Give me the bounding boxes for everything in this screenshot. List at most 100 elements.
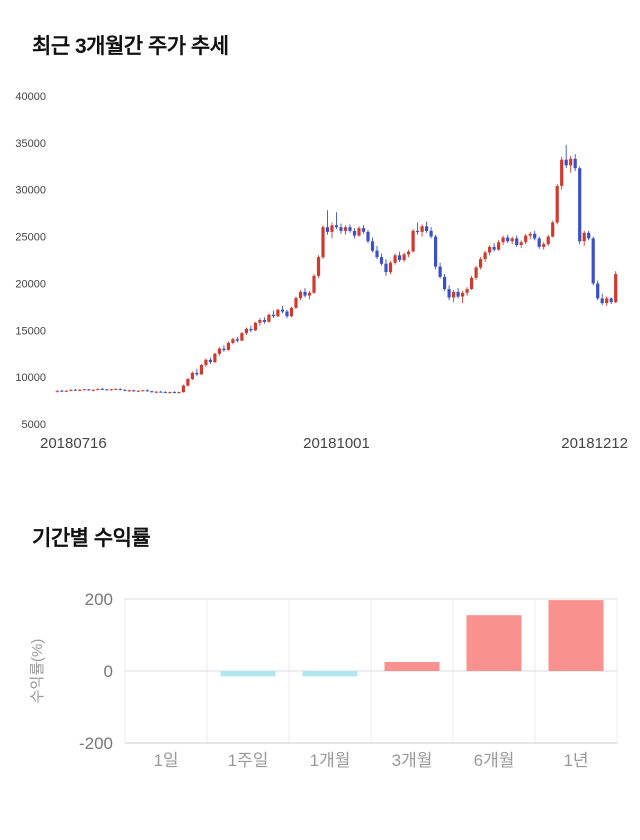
page: 최근 3개월간 주가 추세 40000 35000 30000 25000 20000 1… xyxy=(0,30,640,789)
candle-body xyxy=(55,390,59,392)
candle-body xyxy=(416,230,420,232)
candle-body xyxy=(348,227,352,231)
returns-bar xyxy=(302,671,358,677)
candle-body xyxy=(393,255,397,263)
candle-body xyxy=(596,283,600,299)
candle-body xyxy=(339,227,343,231)
candle-body xyxy=(479,259,483,268)
candle-body xyxy=(398,255,402,260)
candle-body xyxy=(181,385,185,393)
returns-y-tick-label: 0 xyxy=(104,662,113,681)
candle-body xyxy=(78,389,82,391)
price-y-tick-label: 40000 xyxy=(15,91,46,103)
candle-body xyxy=(474,267,478,278)
candle-body xyxy=(334,225,339,228)
candle-body xyxy=(501,237,505,243)
candle-body xyxy=(172,392,176,394)
candle-body xyxy=(488,246,492,253)
candle-body xyxy=(438,266,442,277)
candle-body xyxy=(208,359,212,363)
candle-body xyxy=(307,292,312,296)
candle-body xyxy=(402,254,406,260)
candle-body xyxy=(82,389,86,391)
candle-body xyxy=(231,339,235,343)
candle-body xyxy=(587,232,591,239)
candle-body xyxy=(542,244,546,247)
candle-body xyxy=(483,252,487,260)
returns-bar xyxy=(548,600,604,671)
candle-body xyxy=(96,388,100,390)
price-x-tick-label: 20180716 xyxy=(40,435,107,452)
candle-body xyxy=(497,242,501,250)
price-y-tick-label: 25000 xyxy=(15,232,46,244)
returns-chart-title: 기간별 수익률 xyxy=(32,527,151,550)
candle-body xyxy=(213,353,217,363)
candle-body xyxy=(528,233,532,236)
candle-body xyxy=(519,242,523,245)
candle-body xyxy=(420,226,424,232)
candle-body xyxy=(429,230,433,237)
returns-bar xyxy=(384,662,440,671)
candle-body xyxy=(136,390,140,392)
candle-body xyxy=(271,314,275,317)
candle-body xyxy=(443,276,447,290)
candle-body xyxy=(533,233,537,239)
candle-body xyxy=(114,388,118,390)
candle-body xyxy=(195,372,199,375)
candle-body xyxy=(204,359,208,365)
candle-body xyxy=(551,222,555,237)
candle-body xyxy=(60,390,64,392)
candle-body xyxy=(258,320,262,323)
price-y-tick-label: 5000 xyxy=(22,419,46,431)
candle-body xyxy=(407,251,411,255)
candle-body xyxy=(177,392,181,394)
candle-body xyxy=(352,230,357,236)
candle-body xyxy=(578,168,582,242)
returns-category-label: 1일 xyxy=(153,751,178,770)
candle-body xyxy=(69,389,73,391)
candle-body xyxy=(105,389,109,391)
candle-body xyxy=(267,314,271,322)
candle-body xyxy=(411,230,415,252)
candle-body xyxy=(546,236,550,245)
candle-body xyxy=(64,390,68,392)
candle-body xyxy=(375,250,379,258)
candle-body xyxy=(492,246,496,250)
price-chart-svg: 40000 35000 30000 25000 20000 15000 10000 5000 2… xyxy=(15,91,628,452)
candle-body xyxy=(312,275,316,293)
candle-body xyxy=(91,389,95,391)
candle-body xyxy=(235,339,239,341)
price-y-tick-label: 10000 xyxy=(15,372,46,384)
candle-body xyxy=(249,328,253,331)
candle-body xyxy=(303,291,307,296)
candle-body xyxy=(609,298,613,303)
candle-body xyxy=(425,226,429,231)
candle-body xyxy=(321,227,325,258)
candle-body xyxy=(555,186,559,223)
candle-body xyxy=(560,159,564,186)
candle-body xyxy=(145,390,149,392)
price-y-tick-label: 30000 xyxy=(15,185,46,197)
candle-body xyxy=(109,389,113,391)
candle-body xyxy=(343,227,348,231)
candle-body xyxy=(605,298,609,304)
returns-y-tick-label: -200 xyxy=(79,734,113,753)
candle-body xyxy=(515,238,519,245)
candle-body xyxy=(168,392,172,394)
candle-body xyxy=(384,263,388,273)
candle-body xyxy=(325,227,330,232)
candle-body xyxy=(159,391,163,393)
returns-bar xyxy=(220,671,276,677)
candle-body xyxy=(510,238,514,242)
candle-body xyxy=(253,322,257,331)
candle-body xyxy=(73,389,77,391)
candle-body xyxy=(452,291,456,298)
candle-body xyxy=(573,158,577,169)
candle-body xyxy=(87,389,91,391)
candle-body xyxy=(600,298,604,304)
price-y-tick-label: 20000 xyxy=(15,278,46,290)
returns-y-tick-label: 200 xyxy=(85,590,113,609)
candle-body xyxy=(361,228,366,232)
candle-body xyxy=(190,372,194,379)
candle-body xyxy=(379,257,384,264)
